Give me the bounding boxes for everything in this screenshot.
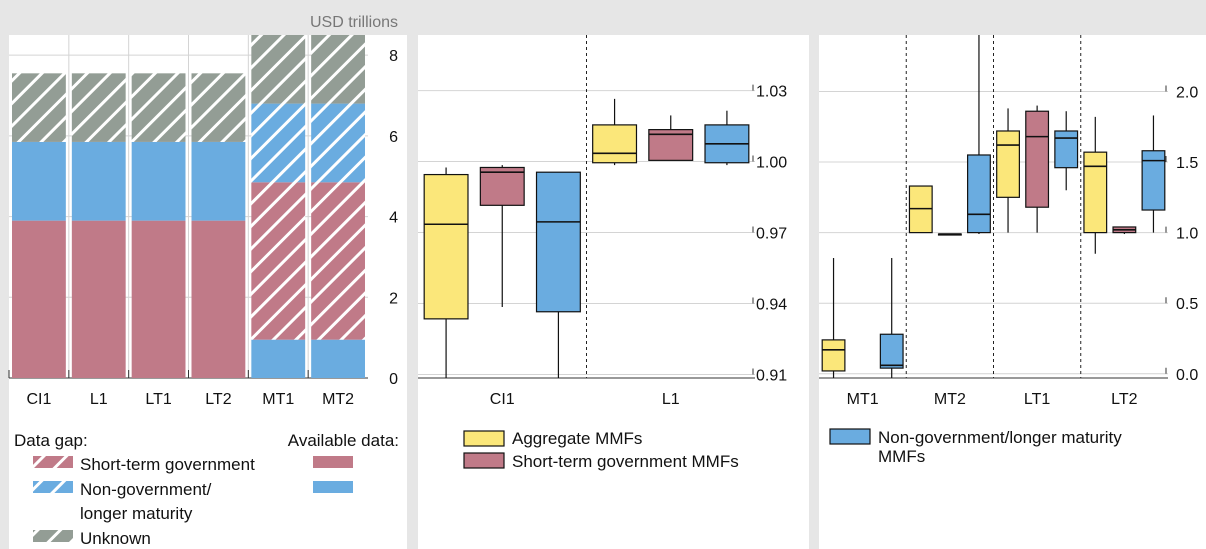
panel-1-x-tick-ci1: CI1 [26,391,51,408]
panel-1-y-tick-0: 0 [389,371,398,388]
panel-1-x-tick-lt2: LT2 [205,391,231,408]
legend-panel-1: Data gap: Available data: Short-term gov… [14,431,399,548]
box-mt1-blue-box [879,333,904,369]
bar-mt1-segment-0 [251,339,306,378]
bar-ci1-segment-1 [12,220,66,378]
legend-label-aggregate: Aggregate MMFs [512,429,642,448]
legend-swatch-non-government-hatched [33,481,73,493]
box-mt2-blue-box [967,154,991,234]
panel-2-x-ticks: CI1 L1 [490,391,680,408]
bar-lt2-segment-3 [191,141,246,221]
legend-swatch-short-term-gov [463,452,505,469]
panel-3-y-tick-1.0: 1.0 [1176,226,1198,243]
panel-2-y-tick-0.94: 0.94 [756,296,787,313]
panel-3-grid [819,35,1168,379]
panel-3-x-tick-mt2: MT2 [934,391,966,408]
legend-label-longer-maturity: longer maturity [80,504,193,523]
bar-l1-segment-5 [71,73,126,142]
bar-mt2-segment-5 [311,35,365,104]
panel-2-y-tick-0.91: 0.91 [756,367,787,384]
bar-mt2-segment-4 [311,103,365,183]
bar-mt2-segment-0 [311,339,365,378]
legend-data-gap-title: Data gap: [14,431,88,450]
panel-1-x-tick-lt1: LT1 [145,391,171,408]
box-l1-yellow-box [592,124,638,164]
panel-1-x-tick-mt2: MT2 [322,391,354,408]
bar-l1-segment-1 [71,220,126,378]
panel-2-background [418,35,809,549]
panel-3-x-ticks: MT1 MT2 LT1 LT2 [847,391,1138,408]
panel-3-y-tick-2.0: 2.0 [1176,84,1198,101]
bar-lt1-segment-1 [131,220,186,378]
panel-1-y-tick-6: 6 [389,129,398,146]
legend-swatch-unknown-hatched [33,530,73,542]
legend-label-short-term: Short-term government [80,455,255,474]
legend-panel-2: Aggregate MMFs Short-term government MMF… [463,429,739,471]
legend-swatch-non-gov-longer [829,428,871,445]
panel-2-grid [418,35,755,379]
bar-mt1-segment-2 [251,182,306,340]
legend-label-mmfs: MMFs [878,447,925,466]
legend-swatch-non-government-solid [313,481,353,493]
bar-mt1-segment-5 [251,35,306,104]
legend-available-title: Available data: [288,431,399,450]
legend-label-non-gov-longer: Non-government/longer maturity [878,428,1122,447]
box-mt1-yellow-box [821,339,846,372]
bar-mt2-segment-2 [311,182,365,340]
panel-2-y-tick-1.00: 1.00 [756,155,787,172]
box-lt2-yellow-box [1083,151,1108,234]
box-lt2-blue-box [1141,150,1166,211]
bar-lt2-segment-1 [191,220,246,378]
panel-3-y-tick-0.5: 0.5 [1176,296,1198,313]
panel-1-bars [12,35,365,378]
bar-lt1-segment-5 [131,73,186,142]
panel-3-x-tick-lt1: LT1 [1024,391,1050,408]
panel-3-x-tick-mt1: MT1 [847,391,879,408]
panel-2-x-tick-l1: L1 [662,391,680,408]
panel-2-y-tick-1.03: 1.03 [756,84,787,101]
box-ci1-yellow-box [423,173,469,320]
bar-mt1-segment-4 [251,103,306,183]
panel-1-x-ticks: CI1 L1 LT1 LT2 MT1 MT2 [8,370,354,408]
box-lt1-blue-box [1054,130,1079,169]
legend-label-non-government: Non-government/ [80,480,212,499]
panel-2-boxes [423,98,750,378]
legend-swatch-short-term-hatched [33,456,73,468]
panel-1-y-ticks: 0 2 4 6 8 [389,48,398,388]
panel-3-boxes [821,35,1166,378]
y-unit-label: USD trillions [310,14,398,31]
bar-lt2-segment-5 [191,73,246,142]
legend-label-short-term-gov: Short-term government MMFs [512,452,739,471]
legend-swatch-short-term-solid [313,456,353,468]
panel-2-y-tick-0.97: 0.97 [756,226,787,243]
box-lt1-red-box [1025,110,1050,208]
box-ci1-blue-box [535,171,581,313]
box-lt1-yellow-box [996,130,1020,198]
panel-2-y-ticks: 0.91 0.94 0.97 1.00 1.03 [756,84,787,385]
panel-1-x-tick-mt1: MT1 [262,391,294,408]
legend-panel-3: Non-government/longer maturity MMFs [829,428,1122,466]
panel-3-y-tick-1.5: 1.5 [1176,155,1198,172]
panel-2-x-tick-ci1: CI1 [490,391,515,408]
bar-lt1-segment-3 [131,141,186,221]
panel-1-y-tick-2: 2 [389,290,398,307]
bar-ci1-segment-3 [12,141,66,221]
panel-1-y-tick-4: 4 [389,210,398,227]
panel-3-x-tick-lt2: LT2 [1111,391,1137,408]
bar-ci1-segment-5 [12,73,66,142]
panel-3-background [819,35,1206,549]
panel-1-x-tick-l1: L1 [90,391,108,408]
box-ci1-red-box [479,166,525,206]
panel-3-y-ticks: 0.0 0.5 1.0 1.5 2.0 [1176,84,1198,383]
legend-label-unknown: Unknown [80,529,151,548]
bar-l1-segment-3 [71,141,126,221]
panel-3-y-tick-0.0: 0.0 [1176,367,1198,384]
panel-1-y-tick-8: 8 [389,48,398,65]
legend-swatch-aggregate [463,430,505,447]
